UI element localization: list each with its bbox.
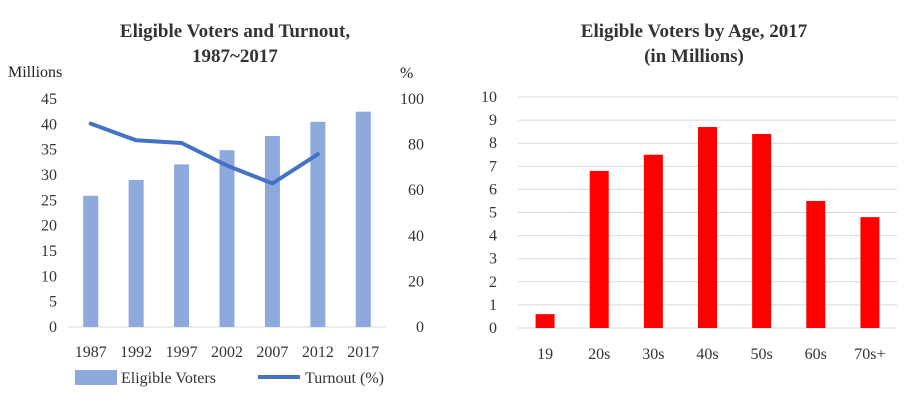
x-tick-label: 2017 — [347, 344, 379, 361]
y-tick-label: 0 — [49, 319, 57, 336]
bar-eligible-voters-2012 — [310, 121, 326, 327]
y-tick-label: 5 — [49, 294, 57, 311]
y-tick-label: 40 — [41, 116, 57, 133]
x-tick-label: 1997 — [166, 344, 198, 361]
x-tick-label: 20s — [588, 346, 610, 363]
y-tick-label: 25 — [41, 192, 57, 209]
bar-age-70s+ — [860, 217, 880, 328]
left-chart-title-line1: Eligible Voters and Turnout, — [120, 21, 350, 42]
y-tick-label: 10 — [481, 89, 497, 106]
legend: Eligible Voters Turnout (%) — [75, 370, 384, 387]
y2-tick-label: 60 — [408, 182, 424, 199]
y2-tick-label: 0 — [416, 319, 424, 336]
left-y-axis-label: Millions — [8, 64, 62, 81]
right-chart-title-line2: (in Millions) — [644, 46, 744, 67]
y-tick-label: 35 — [41, 142, 57, 159]
x-tick-label: 60s — [805, 346, 827, 363]
x-tick-label: 40s — [696, 346, 718, 363]
y-tick-label: 8 — [489, 135, 497, 152]
x-tick-label: 50s — [751, 346, 773, 363]
legend-label-eligible-voters: Eligible Voters — [121, 370, 216, 387]
bar-eligible-voters-1992 — [128, 180, 144, 327]
line-turnout — [88, 121, 320, 186]
y-tick-label: 6 — [489, 181, 497, 198]
y-tick-label: 7 — [489, 158, 497, 175]
bar-age-19 — [535, 314, 555, 328]
y2-tick-label: 40 — [408, 228, 424, 245]
y-tick-label: 2 — [489, 274, 497, 291]
bar-age-40s — [698, 127, 717, 328]
age-chart: Eligible Voters by Age, 2017 (in Million… — [481, 21, 897, 363]
y-tick-label: 15 — [41, 243, 57, 260]
y-tick-label: 45 — [41, 91, 57, 108]
x-tick-label: 2007 — [256, 344, 288, 361]
x-tick-label: 19 — [537, 346, 553, 363]
y-tick-label: 10 — [41, 268, 57, 285]
y-tick-label: 1 — [489, 297, 497, 314]
bar-age-20s — [589, 170, 609, 328]
y-tick-label: 30 — [41, 167, 57, 184]
x-tick-label: 1992 — [120, 344, 152, 361]
right-chart-title-line1: Eligible Voters by Age, 2017 — [581, 21, 808, 42]
bar-eligible-voters-2007 — [264, 135, 280, 327]
x-tick-label: 30s — [642, 346, 664, 363]
bar-age-60s — [806, 200, 826, 328]
right-y-axis-label: % — [400, 65, 413, 82]
y-tick-label: 0 — [489, 320, 497, 337]
y-tick-label: 3 — [489, 251, 497, 268]
y-tick-label: 20 — [41, 218, 57, 235]
x-tick-label: 2002 — [211, 344, 243, 361]
bar-eligible-voters-2002 — [219, 150, 235, 327]
y-tick-label: 5 — [489, 205, 497, 222]
x-tick-label: 2012 — [302, 344, 334, 361]
bar-age-50s — [752, 133, 772, 328]
bar-eligible-voters-2017 — [355, 111, 371, 328]
turnout-chart: Eligible Voters and Turnout, 1987~2017 M… — [8, 21, 424, 387]
bar-age-30s — [643, 154, 663, 328]
bar-eligible-voters-1997 — [174, 164, 190, 327]
bar-eligible-voters-1987 — [83, 195, 99, 327]
y2-tick-label: 20 — [408, 273, 424, 290]
y2-tick-label: 80 — [408, 137, 424, 154]
legend-label-turnout: Turnout (%) — [305, 370, 384, 387]
y-tick-label: 4 — [489, 228, 497, 245]
y-tick-label: 9 — [489, 112, 497, 129]
y2-tick-label: 100 — [400, 91, 424, 108]
x-tick-label: 1987 — [75, 344, 107, 361]
x-tick-label: 70s+ — [854, 346, 885, 363]
legend-swatch-eligible-voters — [75, 370, 117, 385]
left-chart-title-line2: 1987~2017 — [192, 46, 278, 67]
